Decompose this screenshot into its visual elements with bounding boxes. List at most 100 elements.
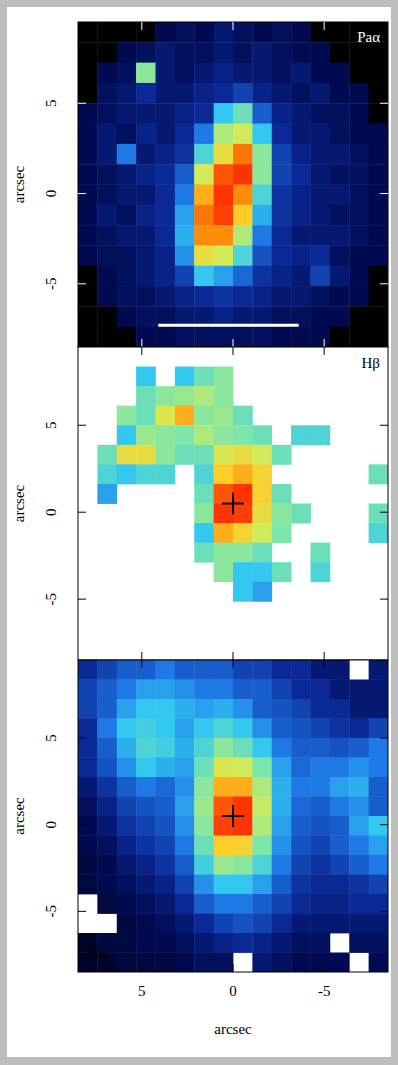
cell bbox=[233, 543, 253, 563]
cell bbox=[349, 933, 369, 953]
cell bbox=[97, 225, 117, 246]
cell bbox=[214, 425, 234, 445]
cell bbox=[97, 306, 117, 327]
cell bbox=[175, 933, 195, 953]
cell bbox=[214, 797, 234, 817]
cell bbox=[194, 406, 214, 426]
cell bbox=[117, 914, 137, 934]
cell bbox=[97, 185, 117, 206]
cell bbox=[369, 953, 388, 973]
cell bbox=[156, 103, 176, 124]
cell bbox=[272, 719, 292, 739]
plot-bg bbox=[78, 347, 388, 660]
cell bbox=[175, 63, 195, 84]
cell bbox=[194, 245, 214, 266]
cell bbox=[330, 22, 350, 43]
cell bbox=[97, 464, 117, 484]
cell bbox=[136, 266, 156, 287]
cell bbox=[311, 22, 331, 43]
cell bbox=[349, 63, 369, 84]
cell bbox=[369, 738, 388, 758]
cell bbox=[349, 816, 369, 836]
cell bbox=[175, 124, 195, 145]
cell bbox=[175, 144, 195, 165]
cell bbox=[369, 777, 388, 797]
cell bbox=[369, 464, 388, 484]
cell bbox=[311, 797, 331, 817]
cell bbox=[175, 22, 195, 43]
cell bbox=[369, 327, 388, 347]
cell bbox=[117, 816, 137, 836]
cell bbox=[117, 836, 137, 856]
cell bbox=[117, 406, 137, 426]
cell bbox=[97, 286, 117, 307]
cell bbox=[117, 144, 137, 165]
cell bbox=[136, 836, 156, 856]
cell bbox=[311, 777, 331, 797]
plot-area bbox=[78, 347, 388, 660]
canvas bbox=[7, 7, 391, 1057]
cell bbox=[194, 933, 214, 953]
x-tick bbox=[324, 22, 325, 347]
cell bbox=[156, 719, 176, 739]
cell bbox=[136, 103, 156, 124]
cell bbox=[311, 914, 331, 934]
cell bbox=[291, 425, 311, 445]
cell bbox=[194, 758, 214, 778]
panel-label: Hα bbox=[88, 945, 107, 961]
cell bbox=[156, 953, 176, 973]
cell bbox=[252, 225, 272, 246]
cell bbox=[117, 875, 137, 895]
cell bbox=[156, 185, 176, 206]
cell bbox=[349, 699, 369, 719]
cell bbox=[175, 83, 195, 104]
cell bbox=[117, 660, 137, 680]
cell bbox=[272, 562, 292, 582]
cell bbox=[117, 777, 137, 797]
cell bbox=[175, 386, 195, 406]
cell bbox=[330, 836, 350, 856]
cell bbox=[291, 266, 311, 287]
cell bbox=[349, 738, 369, 758]
cell bbox=[194, 855, 214, 875]
cell bbox=[214, 484, 234, 504]
cell bbox=[214, 953, 234, 973]
cell bbox=[330, 699, 350, 719]
cell bbox=[291, 83, 311, 104]
cell bbox=[369, 680, 388, 700]
cell bbox=[194, 225, 214, 246]
cell bbox=[97, 245, 117, 266]
cell bbox=[214, 63, 234, 84]
cell bbox=[369, 855, 388, 875]
cell bbox=[349, 103, 369, 124]
cell bbox=[311, 205, 331, 226]
cell bbox=[175, 699, 195, 719]
cell bbox=[233, 164, 253, 185]
cell bbox=[369, 286, 388, 307]
cell bbox=[194, 42, 214, 63]
cell bbox=[330, 164, 350, 185]
cell bbox=[194, 699, 214, 719]
cell bbox=[156, 933, 176, 953]
y-tick bbox=[78, 738, 388, 739]
cell bbox=[349, 185, 369, 206]
cell bbox=[194, 875, 214, 895]
cell bbox=[214, 205, 234, 226]
cell bbox=[233, 680, 253, 700]
cell bbox=[175, 367, 195, 387]
plot-bg bbox=[78, 22, 388, 347]
y-tick bbox=[78, 283, 388, 284]
cell bbox=[272, 185, 292, 206]
cell bbox=[194, 386, 214, 406]
cell bbox=[175, 660, 195, 680]
cell bbox=[214, 225, 234, 246]
cell bbox=[291, 144, 311, 165]
cell bbox=[291, 63, 311, 84]
cell bbox=[330, 245, 350, 266]
cell bbox=[78, 777, 98, 797]
cell bbox=[156, 914, 176, 934]
cell bbox=[117, 124, 137, 145]
cell bbox=[252, 738, 272, 758]
cell bbox=[349, 164, 369, 185]
cell bbox=[311, 953, 331, 973]
